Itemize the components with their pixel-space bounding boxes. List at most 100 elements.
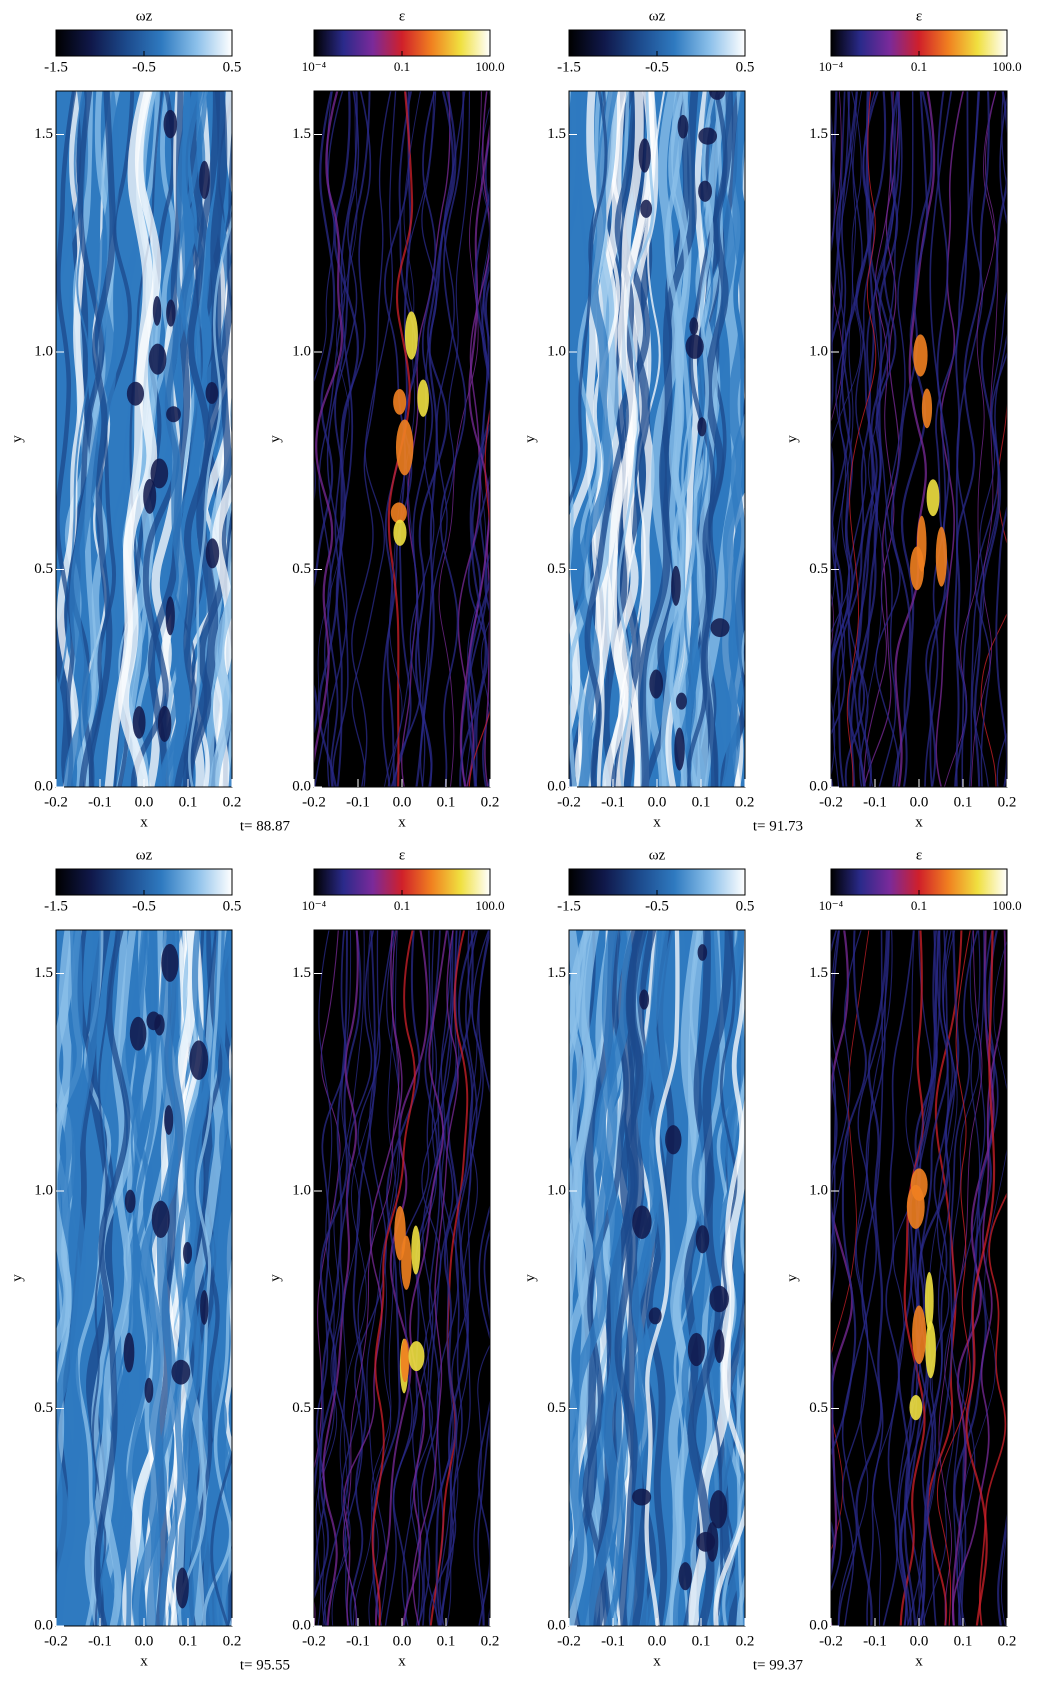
field-streak <box>1009 81 1039 797</box>
y-tick-label: 0.5 <box>547 561 566 577</box>
field-blob <box>632 1205 651 1238</box>
field-blob <box>206 382 219 404</box>
x-tick-label: -0.2 <box>557 1633 581 1649</box>
field-streak <box>233 81 265 797</box>
colorbar-tick-label: 100.0 <box>992 898 1021 913</box>
field-blob <box>166 299 175 326</box>
x-tick-label: 0.0 <box>393 794 412 810</box>
x-tick-label: -0.1 <box>346 1633 370 1649</box>
figure: ωz -1.5 -0.5 0.5 -0.2 -0.1 0.0 0.1 0.2 0.0 0.5 1.0 1… <box>0 0 1039 1695</box>
x-tick-label: -0.2 <box>302 794 326 810</box>
field-blob <box>405 311 418 359</box>
colorbar-title: ωz <box>649 847 666 863</box>
colorbar-tick-label: -1.5 <box>44 898 68 914</box>
colorbar-tick-label: 0.5 <box>223 59 242 75</box>
time-annotation: t= 91.73 <box>753 818 803 834</box>
field-blob <box>936 527 947 587</box>
field-blob <box>394 1206 406 1261</box>
x-tick-label: -0.1 <box>863 794 887 810</box>
field-blob <box>393 389 406 415</box>
y-tick-label: 1.0 <box>34 1182 53 1198</box>
field-blob <box>411 1225 420 1274</box>
field-blob <box>166 406 181 422</box>
field-streak <box>743 81 779 797</box>
colorbar-tick-label: 0.1 <box>394 898 410 913</box>
colorbar-tick-label: 10⁻⁴ <box>302 59 327 74</box>
field <box>26 920 295 1636</box>
x-tick-label: 0.2 <box>481 1633 500 1649</box>
y-tick-label: 1.5 <box>809 126 828 142</box>
field-blob <box>925 1272 934 1331</box>
field-streak <box>548 81 569 797</box>
y-tick-label: 1.5 <box>34 965 53 981</box>
field-blob <box>127 382 144 406</box>
field-blob <box>689 317 698 335</box>
y-axis-label: y <box>784 435 800 443</box>
y-tick-label: 0.0 <box>292 1617 311 1633</box>
field-streak <box>232 81 256 797</box>
x-tick-label: 0.2 <box>223 794 242 810</box>
field-blob <box>200 1290 208 1325</box>
x-tick-label: 0.1 <box>954 794 973 810</box>
x-tick-label: 0.1 <box>437 1633 456 1649</box>
y-tick-label: 0.0 <box>547 1617 566 1633</box>
x-axis-label: x <box>398 1653 406 1669</box>
colorbar-tick-label: -0.5 <box>132 59 156 75</box>
field-blob <box>649 1307 662 1324</box>
colorbar-tick-label: -0.5 <box>645 898 669 914</box>
x-tick-label: -0.1 <box>346 794 370 810</box>
field-blob <box>671 566 681 606</box>
field-blob <box>706 1522 718 1562</box>
field-blob <box>206 538 219 568</box>
colorbar-tick-label: -0.5 <box>645 59 669 75</box>
x-axis-label: x <box>653 814 661 830</box>
y-axis-label: y <box>267 1274 283 1282</box>
colorbar-title: ε <box>399 8 405 24</box>
field-blob <box>909 1395 922 1420</box>
x-axis-label: x <box>398 814 406 830</box>
x-tick-label: 0.2 <box>998 1633 1017 1649</box>
field-blob <box>696 1225 709 1253</box>
colorbar-tick-label: 0.1 <box>911 898 927 913</box>
x-tick-label: 0.0 <box>910 1633 929 1649</box>
field-blob <box>396 420 413 476</box>
field <box>549 920 807 1636</box>
field <box>801 920 1039 1636</box>
x-tick-label: -0.2 <box>819 794 843 810</box>
y-tick-label: 1.5 <box>547 126 566 142</box>
field-blob <box>714 1329 724 1363</box>
field-blob <box>145 1378 154 1403</box>
field-blob <box>417 379 429 416</box>
x-tick-label: 0.2 <box>736 1633 755 1649</box>
field-blob <box>632 1489 651 1506</box>
field-blob <box>710 618 729 637</box>
x-tick-label: 0.0 <box>648 1633 667 1649</box>
colorbar-tick-label: 0.1 <box>911 59 927 74</box>
x-axis-label: x <box>915 1653 923 1669</box>
y-tick-label: 0.5 <box>292 1400 311 1416</box>
field-blob <box>678 115 689 139</box>
field-blob <box>199 161 210 199</box>
x-tick-label: 0.0 <box>648 794 667 810</box>
field-blob <box>183 1242 192 1264</box>
field-blob <box>925 1321 936 1378</box>
field-blob <box>161 944 178 982</box>
time-annotation: t= 88.87 <box>240 818 291 834</box>
field-blob <box>124 1333 135 1373</box>
field-streak <box>813 920 831 1636</box>
colorbar-tick-label: -0.5 <box>132 898 156 914</box>
x-tick-label: 0.0 <box>910 794 929 810</box>
field-streak <box>755 81 782 797</box>
y-tick-label: 0.0 <box>34 778 53 794</box>
x-tick-label: -0.1 <box>88 1633 112 1649</box>
field-blob <box>143 479 156 514</box>
y-tick-label: 0.0 <box>809 778 828 794</box>
field-blob <box>911 1168 928 1201</box>
field-blob <box>674 728 684 771</box>
field-blob <box>158 706 171 742</box>
x-tick-label: 0.1 <box>692 1633 711 1649</box>
field-blob <box>697 417 706 436</box>
y-tick-label: 1.0 <box>809 1182 828 1198</box>
field <box>296 81 556 797</box>
field-blob <box>927 479 940 516</box>
